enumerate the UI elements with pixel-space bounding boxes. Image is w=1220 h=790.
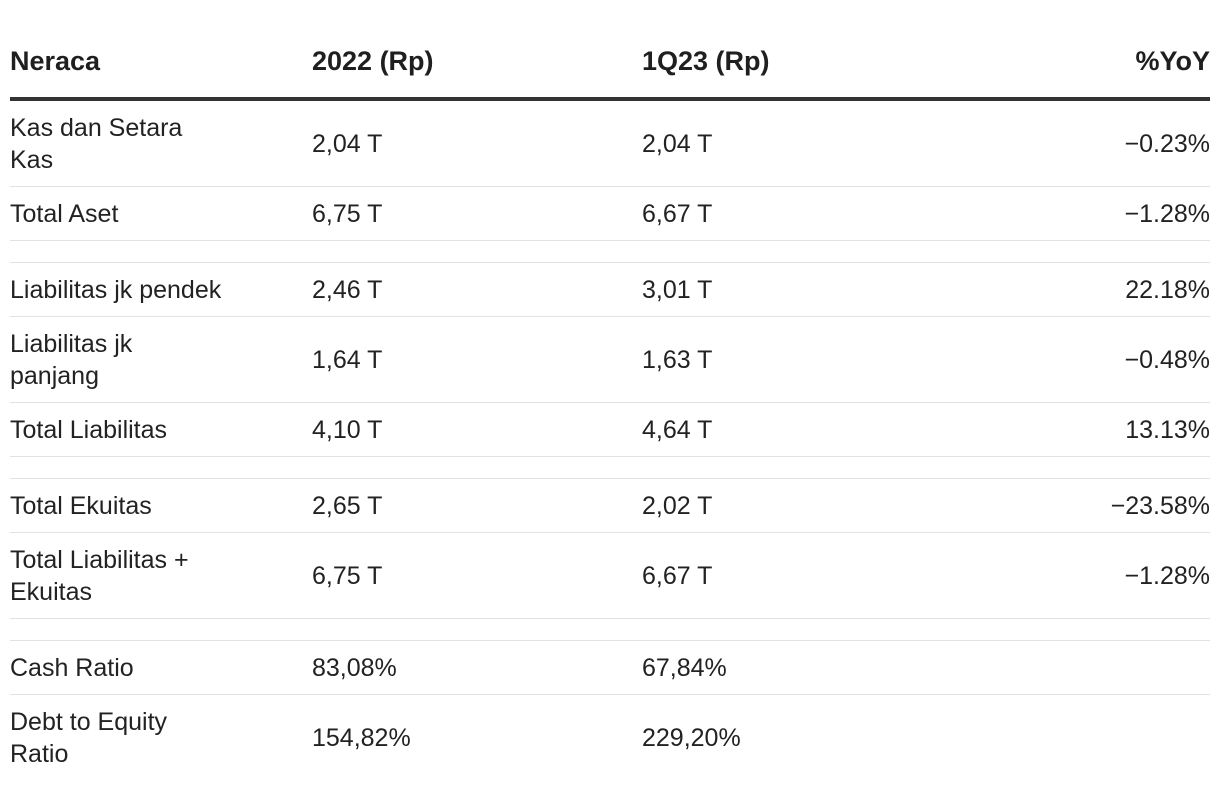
row-value-yoy: 22.18% <box>1125 275 1210 304</box>
table-header-row: Neraca 2022 (Rp) 1Q23 (Rp) %YoY <box>10 0 1210 101</box>
row-value-yoy: 13.13% <box>1125 415 1210 444</box>
row-value-yoy: −0.48% <box>1124 345 1211 374</box>
row-value-1q23: 6,67 T <box>642 561 713 590</box>
row-value-2022: 4,10 T <box>312 415 383 444</box>
row-value-2022: 154,82% <box>312 724 411 752</box>
table-row: Liabilitas jk pendek 2,46 T 3,01 T 22.18… <box>10 263 1210 317</box>
header-yoy: %YoY <box>1135 46 1210 76</box>
row-value-2022: 1,64 T <box>312 345 383 374</box>
row-value-1q23: 3,01 T <box>642 275 713 304</box>
row-value-yoy: −23.58% <box>1110 491 1210 520</box>
table-row: Total Liabilitas 4,10 T 4,64 T 13.13% <box>10 403 1210 457</box>
table-spacer-row <box>10 241 1210 263</box>
row-value-2022: 2,04 T <box>312 129 383 158</box>
row-value-1q23: 229,20% <box>642 724 741 752</box>
row-label: Total Aset <box>10 199 119 228</box>
row-label: Total Liabilitas + Ekuitas <box>10 545 189 606</box>
row-label: Debt to Equity Ratio <box>10 708 168 768</box>
row-value-yoy: −0.23% <box>1124 129 1211 158</box>
row-value-2022: 2,46 T <box>312 275 383 304</box>
row-label: Cash Ratio <box>10 653 134 682</box>
row-value-1q23: 2,04 T <box>642 129 713 158</box>
table-row: Debt to Equity Ratio 154,82% 229,20% <box>10 695 1210 781</box>
row-value-yoy: −1.28% <box>1124 199 1211 228</box>
header-1q23: 1Q23 (Rp) <box>642 46 770 76</box>
row-label: Liabilitas jk panjang <box>10 329 133 390</box>
row-value-2022: 2,65 T <box>312 491 383 520</box>
table-row: Liabilitas jk panjang 1,64 T 1,63 T −0.4… <box>10 317 1210 403</box>
row-label: Liabilitas jk pendek <box>10 275 222 304</box>
balance-sheet-table: Neraca 2022 (Rp) 1Q23 (Rp) %YoY Kas dan … <box>10 0 1210 781</box>
table-row: Total Ekuitas 2,65 T 2,02 T −23.58% <box>10 479 1210 533</box>
table-row: Total Liabilitas + Ekuitas 6,75 T 6,67 T… <box>10 533 1210 619</box>
header-2022: 2022 (Rp) <box>312 46 434 76</box>
row-value-1q23: 2,02 T <box>642 491 713 520</box>
row-value-yoy: −1.28% <box>1124 561 1211 590</box>
row-value-2022: 83,08% <box>312 653 397 682</box>
table-row: Total Aset 6,75 T 6,67 T −1.28% <box>10 187 1210 241</box>
row-value-1q23: 6,67 T <box>642 199 713 228</box>
row-label: Total Liabilitas <box>10 415 168 444</box>
table-spacer-row <box>10 619 1210 641</box>
row-value-2022: 6,75 T <box>312 561 383 590</box>
row-value-2022: 6,75 T <box>312 199 383 228</box>
row-value-1q23: 1,63 T <box>642 345 713 374</box>
row-value-1q23: 4,64 T <box>642 415 713 444</box>
row-label: Total Ekuitas <box>10 491 152 520</box>
table-row: Kas dan Setara Kas 2,04 T 2,04 T −0.23% <box>10 101 1210 187</box>
row-value-1q23: 67,84% <box>642 653 727 682</box>
header-neraca: Neraca <box>10 46 101 76</box>
table-spacer-row <box>10 457 1210 479</box>
table-row: Cash Ratio 83,08% 67,84% <box>10 641 1210 695</box>
row-label: Kas dan Setara Kas <box>10 113 183 174</box>
